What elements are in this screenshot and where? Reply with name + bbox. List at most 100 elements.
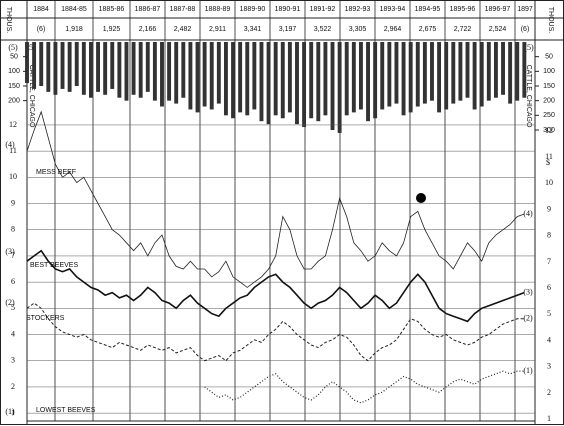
total-label: 3,522 [314,26,332,33]
y-tick-label: 100 [543,68,555,75]
series-marker: (1) [5,407,15,416]
bar [53,42,58,95]
bar [408,42,413,113]
y-tick-label: 1 [547,414,551,423]
period-label: 1891-92 [310,6,336,13]
y-tick-label: 4 [11,329,15,338]
y-tick-label: 2 [11,382,15,391]
bar [39,42,44,86]
y-tick-label: 200 [8,98,20,105]
bar [131,42,136,95]
y-tick-label: 12 [545,126,553,135]
bar [167,42,172,101]
bar [67,42,72,92]
bar [152,42,157,101]
bar [465,42,470,98]
bar [451,42,456,104]
total-label: 3,341 [244,26,262,33]
bar [380,42,385,110]
series-name: BEST BEEVES [30,262,78,269]
period-label: 1896-97 [485,6,511,13]
series-marker: (4) [523,209,533,218]
y-tick-label: 9 [547,204,551,213]
period-label: 1893-94 [380,6,406,13]
y-tick-label: 150 [8,83,20,90]
period-label: 1897 [517,6,533,13]
bar [145,42,150,92]
y-tick-label: 11 [9,146,17,155]
y-tick-label: 50 [545,54,553,61]
bar [60,42,65,89]
bar [415,42,420,107]
bar [216,42,221,104]
period-label: 1892-93 [345,6,371,13]
period-label: 1884 [33,6,49,13]
total-label: 3,305 [349,26,367,33]
total-label: 1,918 [65,26,83,33]
bar [252,42,257,110]
y-tick-label: 150 [543,83,555,90]
y-tick-label: 3 [547,362,551,371]
y-tick-label: 1 [11,408,15,417]
bar [430,42,434,101]
bar [501,42,505,95]
bar [493,42,498,98]
period-label: 1889-90 [240,6,266,13]
period-label: 1884-85 [61,6,87,13]
period-label: 1895-96 [450,6,476,13]
bar [309,42,314,119]
bar [181,42,186,98]
bar [337,42,342,133]
series-name: STOCKERS [26,315,65,322]
bar [351,42,356,113]
bar [25,42,29,84]
period-label: 1887-88 [170,6,196,13]
bar [316,42,321,122]
y-tick-label: 6 [11,277,15,286]
y-tick-label: 200 [543,98,555,105]
bar [74,42,79,86]
series-line [26,249,525,323]
y-tick-label: 7 [547,257,551,266]
bar [96,42,101,92]
bar [273,42,278,116]
bar [302,42,307,128]
total-label: 2,482 [174,26,192,33]
bar [522,42,527,98]
bar [280,42,285,119]
y-tick-label: 7 [11,251,15,260]
series-line [204,370,525,404]
series-line [26,302,525,362]
bar [323,42,328,116]
bar [160,42,164,107]
y-tick-label: 4 [547,335,551,344]
bar [444,42,449,110]
bar [81,42,86,95]
total-label: 2,524 [489,26,507,33]
y-tick-label: 9 [11,198,15,207]
series-marker: (1) [523,366,533,375]
period-label: 1890-91 [275,6,301,13]
total-label: (6) [521,26,530,33]
total-label: 2,722 [454,26,472,33]
bar-marker: (5) [524,43,534,52]
y-tick-label: 8 [11,225,15,234]
total-label: 2,675 [419,26,437,33]
bar [394,42,399,104]
unit-label: THOUS. [547,7,554,34]
total-label: 1,925 [103,26,121,33]
period-label: 1894-95 [415,6,441,13]
series-marker: (2) [5,298,15,307]
bar [259,42,264,122]
bar [366,42,370,122]
bar [174,42,179,104]
series-name: MESS BEEF [36,169,76,176]
bar [458,42,463,101]
bar [223,42,228,116]
bar [401,42,406,116]
bar-title: CATTLE, CHICAGO [28,65,35,128]
bar [88,42,93,98]
bar [124,42,129,101]
y-tick-label: 12 [9,120,17,129]
